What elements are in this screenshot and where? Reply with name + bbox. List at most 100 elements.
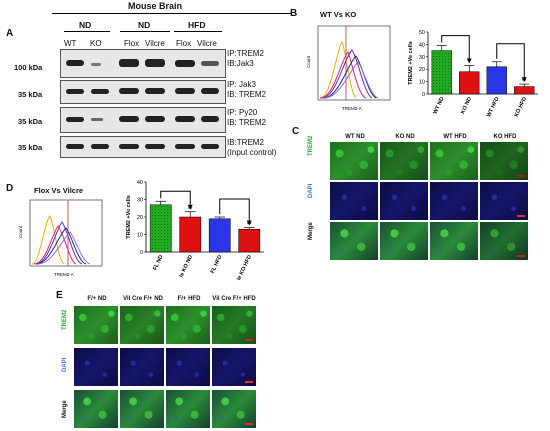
- chart-0-ytick-label-1: 10: [419, 80, 425, 86]
- blot-3-label-2: IB: TREM2: [227, 118, 266, 127]
- panel-e-col-label-3: F/+ HFD: [177, 296, 201, 302]
- chart-0-ytick-label-3: 30: [419, 55, 425, 61]
- header-divider: [52, 13, 292, 14]
- blot-1-kda: 100 kDa: [14, 63, 43, 72]
- micrograph-e-dapi-vilcre-nd: [120, 348, 164, 386]
- chart-0-significance-bracket-1: [496, 43, 525, 81]
- chart-1-arrowhead-1: [246, 220, 252, 226]
- micrograph-c-dapi-wt-nd: [330, 182, 378, 220]
- chart-0-xtick-label-2: WT HFD: [486, 96, 500, 118]
- micrograph-e-merge-f-hfd: [166, 390, 210, 428]
- micrograph-c-trem2-wt-hfd: [430, 142, 478, 180]
- lane-label-vilcre-nd: Vilcre: [145, 39, 165, 48]
- chart-1-ylabel: TREM2 +Ve cells: [126, 195, 132, 239]
- micrograph-c-dapi-wt-hfd: [430, 182, 478, 220]
- micrograph-e-trem2-f-nd: [74, 306, 118, 344]
- blot-1-label-2: IB:Jak3: [227, 59, 254, 68]
- panel-c-row-label-dapi: DAPI: [308, 183, 314, 198]
- blot-2-kda: 35 kDa: [18, 90, 43, 99]
- chart-1-annotation-1: **: [247, 223, 252, 229]
- chart-1-bar-3: [238, 229, 261, 253]
- panel-b-flow-ylabel: Count: [306, 55, 311, 68]
- panel-b-title: WT Vs KO: [320, 10, 357, 19]
- blot-4-kda: 35 kDa: [18, 143, 43, 152]
- panel-d-flow-ylabel: Count: [18, 225, 23, 238]
- blot-4-label-1: IB:TREM2: [227, 138, 264, 147]
- chart-0-ytick-label-2: 20: [419, 67, 425, 73]
- micrograph-e-trem2-f-hfd: [166, 306, 210, 344]
- panel-d-bar-chart: 0 10 20 30 40 TREM2 +Ve cells FL ND Ie KO ND FL …: [126, 180, 264, 281]
- lane-label-vilcre-hfd: Vilcre: [197, 39, 217, 48]
- chart-0-ytick-label-5: 50: [419, 30, 425, 36]
- panel-d-flow-histogram: Count TREM2-A: [18, 199, 103, 277]
- panel-c-col-label-3: WT HFD: [443, 134, 467, 140]
- micrograph-c-trem2-wt-nd: [330, 142, 378, 180]
- panel-b-flow-histogram: Count TREM2-A: [306, 25, 391, 111]
- chart-0-bar-pattern-0: [431, 50, 452, 94]
- chart-1-ytick-label-1: 10: [137, 233, 143, 239]
- panel-e-row-label-trem2: TREM2: [62, 309, 68, 330]
- panel-c-row-label-merge: Merge: [308, 222, 314, 240]
- chart-0-xtick-label-1: KO ND: [460, 96, 473, 115]
- panel-c-letter: C: [292, 126, 300, 137]
- panel-a-letter: A: [6, 28, 14, 39]
- chart-0-bar-2: [486, 66, 507, 95]
- blot-2-label-2: IB: TREM2: [227, 90, 266, 99]
- panel-e-letter: E: [56, 290, 63, 301]
- lane-label-flox-nd: Flox: [124, 39, 140, 48]
- group-label-nd-1: ND: [79, 20, 92, 30]
- micrograph-c-merge-ko-hfd: [480, 222, 528, 260]
- micrograph-e-dapi-vilcre-hfd: [212, 348, 256, 386]
- group-line-nd-2: [120, 31, 170, 32]
- blot-4: [60, 136, 226, 158]
- blot-3-kda: 35 kDa: [18, 117, 43, 126]
- panel-e-row-label-dapi: DAPI: [62, 357, 68, 372]
- panel-c-col-label-2: KO ND: [395, 134, 415, 140]
- blot-1: [60, 49, 226, 78]
- chart-1-xtick-label-1: Ie KO ND: [179, 254, 195, 278]
- micrograph-c-merge-ko-nd: [380, 222, 428, 260]
- chart-0-ytick-label-0: 0: [422, 92, 425, 98]
- chart-0-bar-1: [459, 71, 480, 95]
- chart-1-bar-2: [208, 218, 231, 253]
- group-label-hfd: HFD: [188, 20, 206, 30]
- lane-label-wt: WT: [64, 39, 77, 48]
- micrograph-c-trem2-ko-hfd: [480, 142, 528, 180]
- group-label-nd-2: ND: [138, 20, 151, 30]
- panel-e-row-label-merge: Merge: [62, 400, 68, 418]
- micrograph-e-merge-f-nd: [74, 390, 118, 428]
- panel-e-col-label-4: Vil Cre F/+ HFD: [212, 296, 256, 302]
- panel-a-header: Mouse Brain: [128, 1, 183, 11]
- chart-0-annotation-0: *: [468, 60, 471, 66]
- micrograph-e-merge-vilcre-nd: [120, 390, 164, 428]
- micrograph-e-merge-vilcre-hfd: [212, 390, 256, 428]
- micrograph-e-dapi-f-hfd: [166, 348, 210, 386]
- blot-1-label-1: IP:TREM2: [227, 49, 264, 58]
- panel-c-col-label-1: WT ND: [345, 134, 365, 140]
- blot-2: [60, 80, 226, 104]
- chart-0-ylabel: TREM2 +Ve cells: [408, 41, 414, 85]
- lane-label-flox-hfd: Flox: [176, 39, 192, 48]
- panel-b-letter: B: [290, 8, 298, 19]
- chart-1-significance-bracket-0: [160, 190, 191, 208]
- group-line-hfd: [174, 31, 222, 32]
- chart-1-xtick-label-0: FL ND: [152, 254, 164, 271]
- blot-3-label-1: IP: Py20: [227, 108, 258, 117]
- chart-1-bar-1: [179, 216, 202, 253]
- chart-1-arrowhead-0: [187, 204, 193, 210]
- panel-e-col-label-2: Vil Cre F/+ ND: [123, 296, 163, 302]
- chart-1-ytick-label-4: 40: [137, 180, 143, 186]
- group-line-nd-1: [64, 31, 110, 32]
- chart-0-bar-3: [514, 86, 535, 95]
- panel-e-micrograph-grid: F/+ ND Vil Cre F/+ ND F/+ HFD Vil Cre F/…: [60, 296, 260, 431]
- micrograph-c-merge-wt-nd: [330, 222, 378, 260]
- chart-1-ytick-label-3: 30: [137, 198, 143, 204]
- blot-2-label-1: IP: Jak3: [227, 80, 256, 89]
- chart-0-arrowhead-1: [521, 77, 527, 83]
- chart-1-significance-bracket-1: [219, 198, 250, 224]
- micrograph-e-dapi-f-nd: [74, 348, 118, 386]
- lane-label-ko: KO: [90, 39, 102, 48]
- chart-0-ytick-label-4: 40: [419, 42, 425, 48]
- panel-c-micrograph-grid: WT ND KO ND WT HFD KO HFD TREM2 DAPI Mer…: [300, 134, 540, 260]
- chart-0-xtick-label-3: KO HFD: [514, 96, 528, 118]
